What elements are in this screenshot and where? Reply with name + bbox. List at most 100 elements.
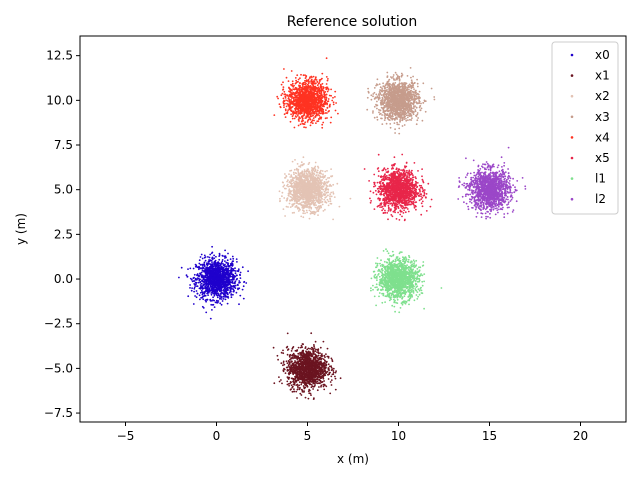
data-point xyxy=(231,255,234,258)
data-point xyxy=(300,366,303,368)
data-point xyxy=(296,388,299,391)
data-point xyxy=(305,350,307,353)
data-point xyxy=(308,209,311,212)
data-point xyxy=(222,298,225,300)
data-point xyxy=(314,379,316,382)
data-point xyxy=(233,285,236,287)
data-point xyxy=(298,183,301,186)
data-point xyxy=(316,389,319,392)
data-point xyxy=(312,188,315,190)
data-point xyxy=(291,366,294,369)
data-point xyxy=(307,170,309,172)
data-point xyxy=(318,358,321,360)
data-point xyxy=(206,298,209,301)
data-point xyxy=(288,361,290,363)
data-point xyxy=(295,365,297,368)
data-point xyxy=(295,357,297,360)
data-point xyxy=(209,253,212,256)
data-point xyxy=(290,174,293,177)
data-point xyxy=(303,367,306,370)
data-point xyxy=(210,285,213,287)
data-point xyxy=(303,361,306,363)
data-point xyxy=(231,265,234,267)
data-point xyxy=(294,380,297,383)
data-point xyxy=(202,292,204,295)
data-point xyxy=(194,263,197,266)
data-point xyxy=(224,268,227,271)
data-point xyxy=(383,87,386,90)
data-point xyxy=(222,290,225,292)
chart-title: Reference solution xyxy=(287,14,417,30)
data-point xyxy=(394,71,397,74)
data-point xyxy=(180,266,183,269)
data-point xyxy=(306,188,309,191)
data-point xyxy=(296,383,299,386)
data-point xyxy=(210,252,213,255)
data-point xyxy=(326,191,329,194)
data-point xyxy=(312,201,314,204)
data-point xyxy=(293,390,295,393)
data-point xyxy=(282,185,285,188)
data-point xyxy=(318,172,321,175)
data-point xyxy=(289,191,292,193)
data-point xyxy=(398,123,400,126)
data-point xyxy=(295,182,298,185)
data-point xyxy=(207,277,210,280)
data-point xyxy=(211,245,214,248)
data-point xyxy=(308,378,311,381)
data-point xyxy=(307,372,310,375)
data-point xyxy=(286,349,289,351)
data-point xyxy=(299,356,302,358)
data-point xyxy=(278,376,280,378)
data-point xyxy=(290,368,292,370)
data-point xyxy=(226,296,229,298)
data-point xyxy=(283,197,286,199)
data-point xyxy=(321,353,323,355)
data-point xyxy=(220,268,222,270)
data-point xyxy=(300,354,303,357)
data-point xyxy=(309,347,311,350)
data-point xyxy=(376,78,379,81)
data-point xyxy=(320,384,323,387)
data-point xyxy=(310,384,313,386)
data-point xyxy=(319,352,321,355)
data-point xyxy=(381,114,383,116)
data-point xyxy=(291,390,294,393)
data-point xyxy=(332,191,334,194)
data-point xyxy=(316,171,319,174)
data-point xyxy=(293,382,296,385)
data-point xyxy=(225,272,228,274)
data-point xyxy=(327,357,330,359)
data-point xyxy=(230,287,233,290)
data-point xyxy=(224,283,226,285)
data-point xyxy=(300,368,303,370)
data-point xyxy=(289,200,291,202)
data-point xyxy=(310,191,312,193)
data-point xyxy=(213,257,216,260)
data-point xyxy=(281,195,283,198)
data-point xyxy=(323,359,326,362)
data-point xyxy=(209,274,211,276)
data-point xyxy=(193,290,196,293)
data-point xyxy=(376,107,378,110)
data-point xyxy=(238,280,241,282)
data-point xyxy=(317,167,320,169)
data-point xyxy=(327,204,330,207)
data-point xyxy=(204,256,207,258)
data-point xyxy=(206,287,208,290)
data-point xyxy=(236,277,239,280)
data-point xyxy=(282,349,284,352)
data-point xyxy=(222,295,225,298)
data-point xyxy=(218,267,220,270)
data-point xyxy=(325,372,327,375)
data-point xyxy=(316,369,319,372)
data-point xyxy=(293,388,295,391)
data-point xyxy=(413,81,416,84)
data-point xyxy=(288,195,290,197)
data-point xyxy=(317,351,320,353)
data-point xyxy=(389,126,392,129)
data-point xyxy=(303,372,306,375)
data-point xyxy=(232,273,235,276)
data-point xyxy=(401,125,404,127)
data-point xyxy=(334,377,337,380)
